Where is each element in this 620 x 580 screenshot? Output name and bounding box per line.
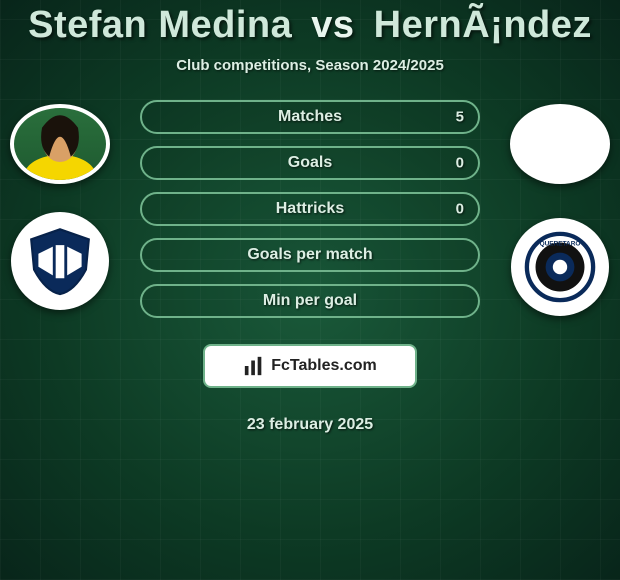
player1-portrait-icon — [14, 108, 106, 180]
title-player1: Stefan Medina — [28, 4, 292, 46]
svg-text:QUERETARO: QUERETARO — [540, 240, 581, 247]
title-player2: HernÃ¡ndez — [374, 4, 592, 46]
player1-club-badge — [11, 212, 109, 310]
title-row: Stefan Medina vs HernÃ¡ndez — [28, 4, 592, 47]
stat-label: Goals — [288, 154, 332, 172]
title-vs: vs — [311, 4, 354, 46]
stat-row-goals-per-match: Goals per match — [140, 238, 480, 272]
stat-row-hattricks: Hattricks 0 — [140, 192, 480, 226]
subtitle: Club competitions, Season 2024/2025 — [176, 57, 444, 74]
brand-text: FcTables.com — [271, 357, 377, 375]
left-column — [0, 100, 120, 310]
stat-right: 5 — [456, 109, 464, 126]
player2-portrait — [510, 104, 610, 184]
stats-column: Matches 5 Goals 0 Hattricks 0 Goals per … — [120, 100, 500, 434]
club2-crest-icon: QUERETARO — [524, 231, 596, 303]
player2-club-badge: QUERETARO — [511, 218, 609, 316]
stat-right: 0 — [456, 155, 464, 172]
bar-chart-icon — [243, 355, 265, 377]
stat-label: Min per goal — [263, 292, 357, 310]
stat-row-goals: Goals 0 — [140, 146, 480, 180]
stat-row-min-per-goal: Min per goal — [140, 284, 480, 318]
player1-portrait — [10, 104, 110, 184]
stat-label: Matches — [278, 108, 342, 126]
club1-crest-icon — [24, 225, 96, 297]
brand-box: FcTables.com — [203, 344, 417, 388]
stat-label: Goals per match — [247, 246, 372, 264]
card-date: 23 february 2025 — [247, 416, 373, 434]
right-column: QUERETARO — [500, 100, 620, 316]
stat-label: Hattricks — [276, 200, 344, 218]
main-row: Matches 5 Goals 0 Hattricks 0 Goals per … — [0, 100, 620, 434]
card-content: Stefan Medina vs HernÃ¡ndez Club competi… — [0, 0, 620, 580]
stat-row-matches: Matches 5 — [140, 100, 480, 134]
stat-right: 0 — [456, 201, 464, 218]
player2-portrait-icon — [514, 108, 606, 180]
